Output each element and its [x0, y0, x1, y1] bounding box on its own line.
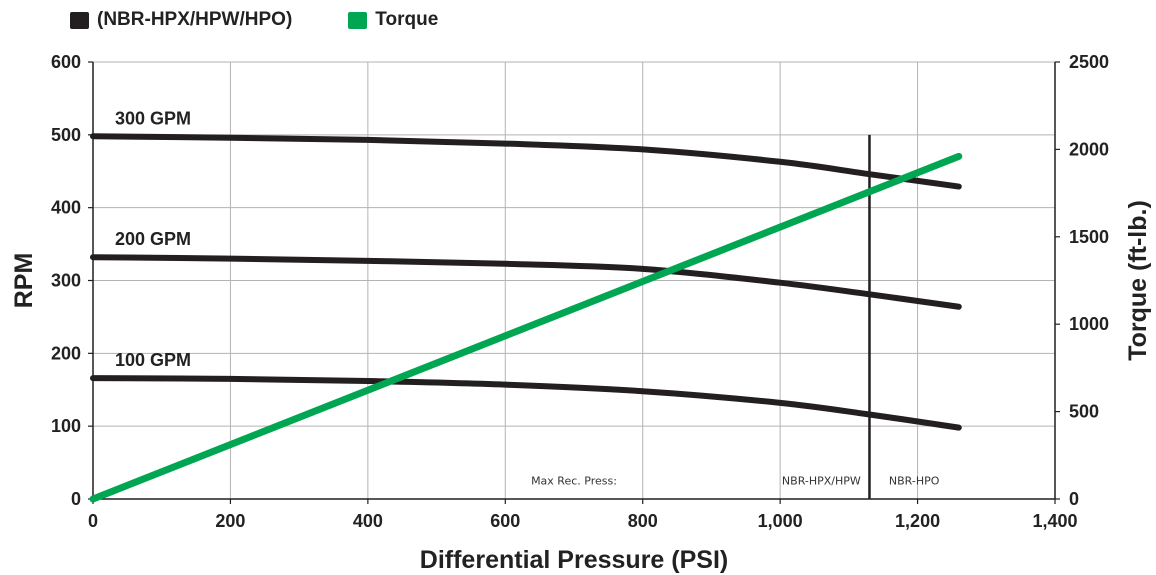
series-line-torque: [89, 152, 963, 503]
max-pressure-label: NBR-HPX/HPW: [782, 474, 861, 487]
legend: (NBR-HPX/HPW/HPO) Torque: [70, 8, 494, 32]
series-label-100-gpm: 100 GPM: [115, 350, 191, 370]
x-tick-label: 0: [88, 511, 98, 531]
x-tick-label: 1,200: [895, 511, 940, 531]
series-label-200-gpm: 200 GPM: [115, 229, 191, 249]
series-line-300-gpm: [90, 133, 962, 190]
legend-item-torque: Torque: [348, 9, 438, 31]
x-tick-label: 400: [353, 511, 383, 531]
series-line-100-gpm: [90, 375, 962, 431]
y-tick-label: 600: [51, 52, 81, 72]
series-line-200-gpm: [90, 254, 962, 310]
x-tick-label: 200: [215, 511, 245, 531]
max-pressure-label: Max Rec. Press:: [531, 474, 617, 487]
y-tick-label: 0: [71, 489, 81, 509]
legend-label-torque: Torque: [375, 9, 439, 30]
x-tick-label: 1,400: [1032, 511, 1077, 531]
legend-label-pump: (NBR-HPX/HPW/HPO): [97, 9, 293, 30]
legend-swatch-torque: [348, 11, 368, 29]
y2-axis-title: Torque (ft-lb.): [1124, 200, 1152, 361]
max-pressure-label: NBR-HPO: [889, 474, 940, 487]
y-tick-label: 200: [51, 343, 81, 363]
x-tick-label: 800: [628, 511, 658, 531]
y-tick-label: 100: [51, 416, 81, 436]
y2-tick-label: 2500: [1069, 52, 1109, 72]
y2-tick-label: 0: [1069, 489, 1079, 509]
y2-tick-label: 500: [1069, 402, 1099, 422]
legend-swatch-pump: [70, 11, 89, 29]
y2-tick-label: 2000: [1069, 139, 1109, 159]
legend-item-pump: (NBR-HPX/HPW/HPO): [70, 9, 292, 31]
y-axis-title: RPM: [10, 253, 38, 309]
y-tick-label: 300: [51, 271, 81, 291]
x-tick-label: 600: [490, 511, 520, 531]
series-label-300-gpm: 300 GPM: [115, 108, 191, 128]
y2-tick-label: 1000: [1069, 314, 1109, 334]
x-axis-title: Differential Pressure (PSI): [420, 546, 728, 574]
x-tick-label: 1,000: [758, 511, 803, 531]
y-tick-label: 500: [51, 125, 81, 145]
y2-tick-label: 1500: [1069, 227, 1109, 247]
y-tick-label: 400: [51, 198, 81, 218]
